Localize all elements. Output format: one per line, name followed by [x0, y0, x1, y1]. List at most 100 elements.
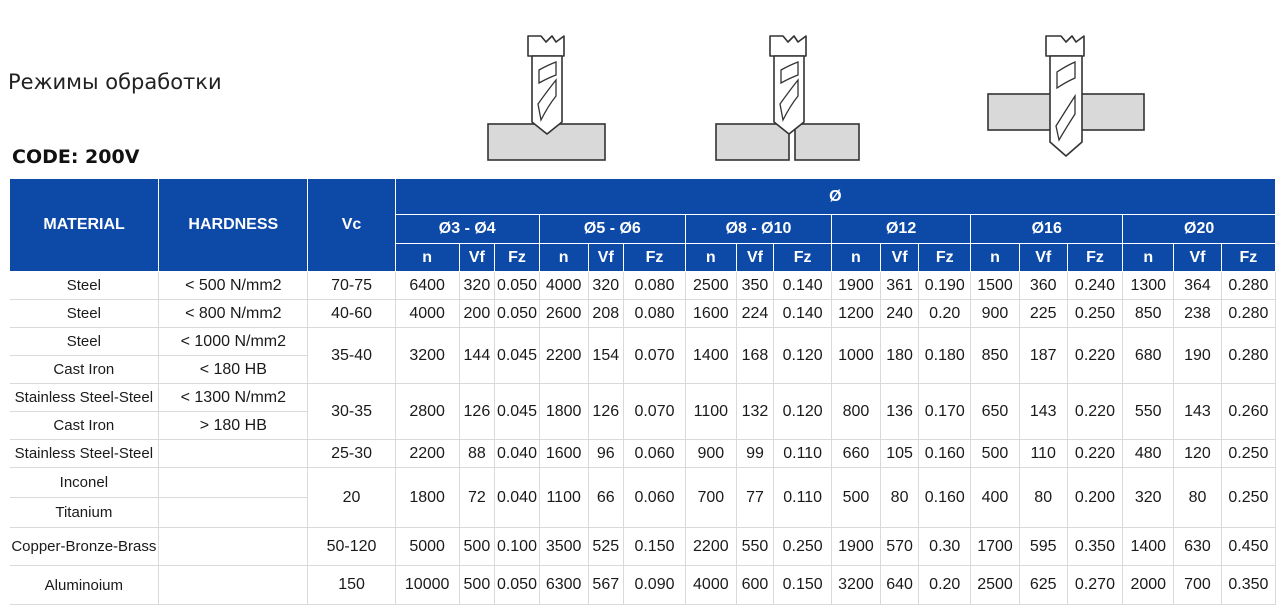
value-cell: 0.240	[1067, 271, 1124, 300]
value-cell: 0.050	[494, 271, 540, 300]
value-cell: 361	[880, 271, 920, 300]
value-cell: 1900	[831, 527, 881, 566]
header-sub-vf: Vf	[587, 243, 625, 272]
vc-cell: 20	[307, 467, 396, 528]
value-cell: 0.110	[773, 439, 833, 468]
value-cell: 0.050	[494, 299, 540, 328]
value-cell: 238	[1173, 299, 1222, 328]
value-cell: 2500	[970, 565, 1020, 605]
value-cell: 0.040	[494, 439, 540, 468]
material-cell: Stainless Steel-Steel	[9, 383, 160, 412]
value-cell: 0.090	[623, 565, 686, 605]
value-cell: 66	[588, 467, 625, 528]
value-cell: 0.160	[918, 439, 972, 468]
value-cell: 500	[459, 565, 496, 605]
header-sub-fz: Fz	[494, 243, 540, 272]
value-cell: 650	[970, 383, 1020, 440]
value-cell: 570	[880, 527, 920, 566]
value-cell: 1200	[831, 299, 881, 328]
value-cell: 550	[736, 527, 775, 566]
value-cell: 0.350	[1221, 565, 1277, 605]
value-cell: 4000	[539, 271, 589, 300]
value-cell: 1100	[539, 467, 589, 528]
material-cell: Titanium	[9, 497, 160, 528]
value-cell: 0.040	[494, 467, 540, 528]
value-cell: 0.070	[623, 327, 686, 384]
value-cell: 0.080	[623, 299, 686, 328]
header-group: Ø3 - Ø4	[394, 214, 540, 244]
value-cell: 126	[588, 383, 625, 440]
hardness-cell	[158, 565, 309, 605]
value-cell: 0.30	[918, 527, 972, 566]
value-cell: 2200	[685, 527, 737, 566]
material-cell: Steel	[9, 299, 160, 328]
hardness-cell: > 180 HB	[158, 411, 309, 440]
header-sub-n: n	[684, 243, 737, 272]
value-cell: 2500	[685, 271, 737, 300]
value-cell: 0.180	[918, 327, 972, 384]
value-cell: 0.120	[773, 383, 833, 440]
header-sub-fz: Fz	[918, 243, 972, 272]
header-sub-fz: Fz	[773, 243, 833, 272]
value-cell: 4000	[685, 565, 737, 605]
value-cell: 96	[588, 439, 625, 468]
value-cell: 187	[1019, 327, 1068, 384]
value-cell: 1100	[685, 383, 737, 440]
value-cell: 0.220	[1067, 439, 1124, 468]
value-cell: 0.120	[773, 327, 833, 384]
value-cell: 660	[831, 439, 881, 468]
hardness-cell: < 800 N/mm2	[158, 299, 309, 328]
header-sub-n: n	[831, 243, 881, 272]
value-cell: 800	[831, 383, 881, 440]
value-cell: 0.280	[1221, 299, 1277, 328]
value-cell: 5000	[395, 527, 460, 566]
value-cell: 225	[1019, 299, 1068, 328]
value-cell: 640	[880, 565, 920, 605]
value-cell: 0.060	[623, 467, 686, 528]
value-cell: 0.220	[1067, 327, 1124, 384]
value-cell: 850	[1122, 299, 1175, 328]
value-cell: 190	[1173, 327, 1222, 384]
header-material: MATERIAL	[8, 178, 160, 272]
value-cell: 0.280	[1221, 327, 1277, 384]
value-cell: 132	[736, 383, 775, 440]
page-title: Режимы обработки	[8, 70, 222, 94]
value-cell: 0.350	[1067, 527, 1124, 566]
value-cell: 0.150	[623, 527, 686, 566]
value-cell: 1700	[970, 527, 1020, 566]
value-cell: 143	[1019, 383, 1068, 440]
value-cell: 0.450	[1221, 527, 1277, 566]
value-cell: 1300	[1122, 271, 1175, 300]
vc-cell: 150	[307, 565, 396, 605]
value-cell: 600	[736, 565, 775, 605]
value-cell: 3500	[539, 527, 589, 566]
value-cell: 0.260	[1221, 383, 1277, 440]
value-cell: 0.280	[1221, 271, 1277, 300]
value-cell: 567	[588, 565, 625, 605]
header-group: Ø16	[970, 214, 1124, 244]
value-cell: 595	[1019, 527, 1068, 566]
material-cell: Stainless Steel-Steel	[9, 439, 160, 468]
value-cell: 143	[1173, 383, 1222, 440]
value-cell: 700	[685, 467, 737, 528]
value-cell: 0.110	[773, 467, 833, 528]
value-cell: 0.050	[494, 565, 540, 605]
hardness-cell	[158, 497, 309, 528]
value-cell: 0.140	[773, 299, 833, 328]
value-cell: 0.20	[918, 299, 972, 328]
value-cell: 224	[736, 299, 775, 328]
header-group: Ø20	[1122, 214, 1276, 244]
value-cell: 0.160	[918, 467, 972, 528]
value-cell: 2200	[539, 327, 589, 384]
hardness-cell	[158, 467, 309, 498]
hardness-cell: < 1300 N/mm2	[158, 383, 309, 412]
value-cell: 630	[1173, 527, 1222, 566]
header-diameter: Ø	[394, 178, 1277, 215]
value-cell: 0.045	[494, 327, 540, 384]
value-cell: 550	[1122, 383, 1175, 440]
value-cell: 77	[736, 467, 775, 528]
value-cell: 525	[588, 527, 625, 566]
product-code: CODE: 200V	[12, 146, 140, 168]
value-cell: 1000	[831, 327, 881, 384]
value-cell: 0.060	[623, 439, 686, 468]
